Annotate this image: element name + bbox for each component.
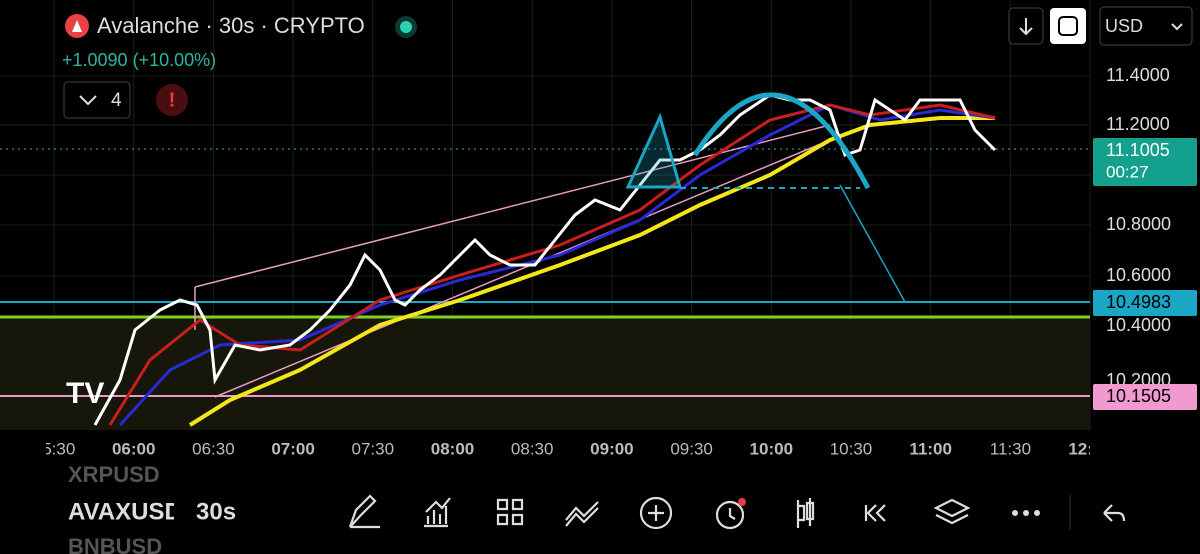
level-tag [1093,384,1197,410]
price-line [93,93,997,426]
time-label: 06:00 [112,439,155,458]
chevron [1171,23,1183,31]
indicators-count: 4 [111,90,122,111]
coin-icon [72,20,82,32]
icon [1019,18,1033,36]
time-label: 09:30 [670,439,713,458]
time-label: 06:30 [192,439,235,458]
time-label: 08:30 [511,439,554,458]
last-price: 11.1005 [1106,140,1170,160]
time-label: 10:00 [750,439,793,458]
time-label: 07:00 [271,439,314,458]
undo-icon[interactable] [1103,504,1126,522]
channel [214,139,831,398]
compare-icon[interactable] [565,501,599,527]
symbol-list[interactable]: XRPUSD AVAXUSD BNBUSD [68,462,182,554]
change: +1.0090 (+10.00%) [62,50,216,70]
price-label: 10.6000 [1106,265,1171,285]
currency-dropdown[interactable] [1099,6,1193,46]
pattern [692,92,871,190]
bars-icon[interactable] [796,498,815,528]
countdown: 00:27 [1106,162,1149,181]
time-label: 12:00 [1068,439,1111,458]
chevron [79,95,97,106]
level-tag [1093,290,1197,316]
price-label: 11.4000 [1106,65,1170,85]
ma-line [108,103,996,426]
currency: USD [1105,16,1143,36]
zone [0,317,1090,430]
time-label: 08:00 [431,439,474,458]
indicators-button[interactable] [63,81,131,119]
interval[interactable]: 30s [196,498,236,525]
alert-icon: ! [169,89,176,111]
time-label: 07:30 [352,439,395,458]
fullscreen-button[interactable] [1050,8,1086,44]
time-label: 10:30 [830,439,873,458]
draw-icon[interactable] [348,494,380,529]
level-price: 10.1505 [1106,386,1171,406]
symbol: XRPUSD [68,462,160,487]
channel [194,124,831,288]
symbol-title: Avalanche · 30s · CRYPTO [97,13,365,38]
level-price: 10.4983 [1106,292,1171,312]
time-label: 05:30 [33,439,76,458]
pattern [625,112,682,189]
replay-icon[interactable] [864,504,886,522]
alert-button[interactable] [156,84,188,116]
symbol: BNBUSD [68,534,162,554]
price-label: 11.2000 [1106,114,1170,134]
layout-icon[interactable] [496,498,524,526]
add-icon[interactable] [639,496,673,530]
alert-icon [728,508,736,520]
logo: TV [66,377,104,410]
add-icon [648,505,664,521]
layers-icon[interactable] [933,498,971,525]
time-label: 09:00 [590,439,633,458]
last-price-tag [1093,138,1197,186]
price-label: 10.4000 [1106,315,1171,335]
more-icon[interactable] [1012,510,1040,516]
icon [1058,16,1078,36]
time-label: 11:30 [990,439,1031,458]
indicators-icon[interactable] [424,497,451,528]
target-line [839,184,906,303]
ma-line [188,116,995,427]
time-axis: 05:30 06:00 06:30 07:00 07:30 08:00 08:30 09:00… [33,439,1111,458]
symbol: AVAXUSD [68,498,182,525]
ma-line [118,103,996,427]
price-label: 10.8000 [1106,214,1171,234]
badge [738,498,746,506]
toolbar-icons [348,494,1126,530]
time-label: 11:00 [909,439,952,458]
alert-icon[interactable] [715,500,745,530]
status [400,21,412,33]
